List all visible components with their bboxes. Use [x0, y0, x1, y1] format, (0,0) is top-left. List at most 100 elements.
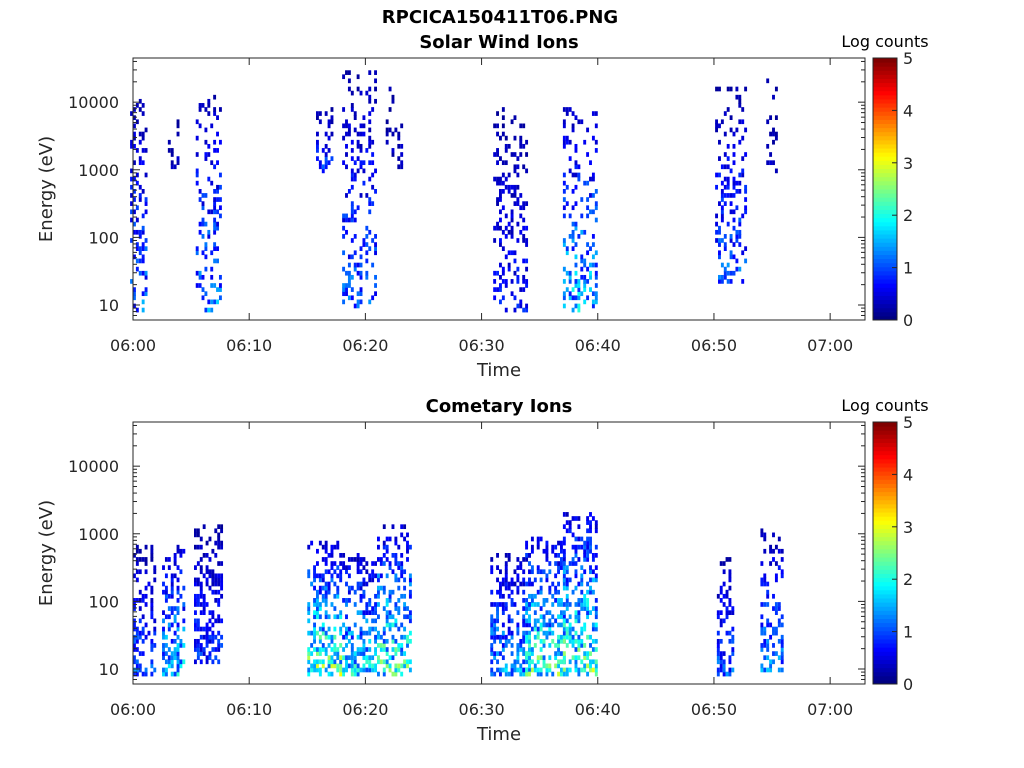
spectrogram-cell — [777, 622, 781, 628]
colorbar-tick-label: 3 — [903, 154, 913, 173]
spectrogram-cell — [777, 602, 781, 607]
spectrogram-cell — [368, 119, 372, 125]
spectrogram-cell — [133, 598, 136, 603]
spectrogram-cell — [217, 630, 221, 636]
spectrogram-cell — [545, 548, 549, 554]
spectrogram-cell — [324, 602, 328, 607]
spectrogram-cell — [586, 540, 590, 546]
spectrogram-cell — [516, 622, 520, 628]
panel-title: Solar Wind Ions — [419, 32, 578, 53]
spectrogram-cell — [179, 593, 183, 599]
spectrogram-cell — [735, 229, 739, 235]
spectrogram-cell — [216, 225, 219, 231]
spectrogram-cell — [496, 180, 499, 186]
spectrogram-cell — [135, 548, 139, 554]
spectrogram-cell — [777, 548, 781, 554]
spectrogram-cell — [568, 614, 572, 620]
spectrogram-cell — [772, 131, 775, 137]
spectrogram-cell — [403, 626, 407, 632]
spectrogram-cell — [522, 581, 526, 587]
spectrogram-cell — [574, 647, 578, 652]
spectrogram-cell — [345, 213, 348, 219]
spectrogram-cell — [213, 164, 217, 170]
colorbar-tick-label: 5 — [903, 413, 913, 432]
spectrogram-cell — [138, 131, 142, 137]
spectrogram-cell — [307, 667, 311, 673]
spectrogram-cell — [723, 242, 727, 247]
spectrogram-cell — [324, 540, 328, 546]
spectrogram-cell — [589, 651, 592, 656]
spectrogram-cell — [562, 581, 566, 587]
y-tick-label: 10000 — [68, 457, 119, 476]
spectrogram-cell — [359, 598, 363, 603]
spectrogram-cell — [350, 647, 354, 652]
spectrogram-cell — [560, 671, 563, 677]
spectrogram-cell — [551, 593, 555, 599]
spectrogram-cell — [164, 659, 168, 665]
spectrogram-cell — [542, 602, 546, 607]
spectrogram-cell — [394, 553, 398, 558]
spectrogram-cell — [726, 107, 730, 112]
x-tick-label: 06:00 — [110, 700, 156, 719]
spectrogram-cell — [591, 516, 595, 521]
spectrogram-cell — [496, 614, 499, 620]
spectrogram-cell — [316, 614, 319, 620]
spectrogram-cell — [350, 630, 354, 636]
spectrogram-cell — [371, 184, 375, 190]
spectrogram-cell — [536, 540, 540, 546]
spectrogram-cell — [213, 246, 217, 251]
spectrogram-cell — [766, 78, 770, 84]
spectrogram-cell — [144, 667, 148, 673]
spectrogram-cell — [744, 189, 748, 194]
spectrogram-cell — [368, 577, 372, 583]
spectrogram-cell — [562, 638, 566, 644]
spectrogram-cell — [211, 569, 215, 575]
spectrogram-cell — [545, 622, 549, 628]
spectrogram-cell — [496, 626, 499, 632]
spectrogram-cell — [528, 622, 531, 628]
spectrogram-cell — [548, 618, 552, 624]
spectrogram-cell — [211, 634, 215, 640]
spectrogram-cell — [557, 643, 560, 648]
spectrogram-cell — [167, 622, 171, 628]
spectrogram-cell — [522, 143, 526, 149]
spectrogram-cell — [562, 622, 566, 628]
spectrogram-cell — [731, 647, 735, 652]
spectrogram-cell — [211, 659, 215, 665]
x-axis-label: Time — [476, 724, 521, 745]
spectrogram-cell — [580, 667, 584, 673]
spectrogram-cell — [310, 651, 314, 656]
spectrogram-cell — [220, 561, 224, 566]
spectrogram-cell — [528, 671, 531, 677]
spectrogram-cell — [493, 270, 497, 276]
spectrogram-cell — [217, 573, 221, 579]
spectrogram-cell — [324, 610, 328, 615]
spectrogram-cell — [565, 626, 569, 632]
spectrogram-cell — [539, 655, 543, 661]
spectrogram-cell — [501, 115, 505, 120]
spectrogram-cell — [316, 143, 319, 149]
spectrogram-cell — [321, 164, 325, 170]
spectrogram-cell — [493, 626, 497, 632]
spectrogram-cell — [164, 643, 168, 648]
spectrogram-cell — [173, 630, 177, 636]
colorbar-segment — [873, 209, 897, 215]
spectrogram-cell — [594, 659, 598, 665]
burst — [562, 107, 598, 313]
colorbar-segment — [873, 507, 897, 513]
spectrogram-cell — [141, 242, 145, 247]
spectrogram-cell — [760, 614, 764, 620]
spectrogram-cell — [560, 565, 563, 570]
spectrogram-cell — [772, 557, 775, 562]
spectrogram-cell — [388, 663, 392, 669]
spectrogram-cell — [504, 585, 508, 591]
spectrogram-cell — [719, 589, 723, 595]
spectrogram-cell — [525, 238, 529, 243]
spectrogram-cell — [217, 618, 221, 624]
spectrogram-cell — [321, 598, 325, 603]
spectrogram-cell — [571, 205, 575, 211]
spectrogram-cell — [198, 123, 202, 129]
spectrogram-cell — [324, 630, 328, 636]
spectrogram-cell — [138, 107, 142, 112]
spectrogram-cell — [568, 520, 572, 525]
